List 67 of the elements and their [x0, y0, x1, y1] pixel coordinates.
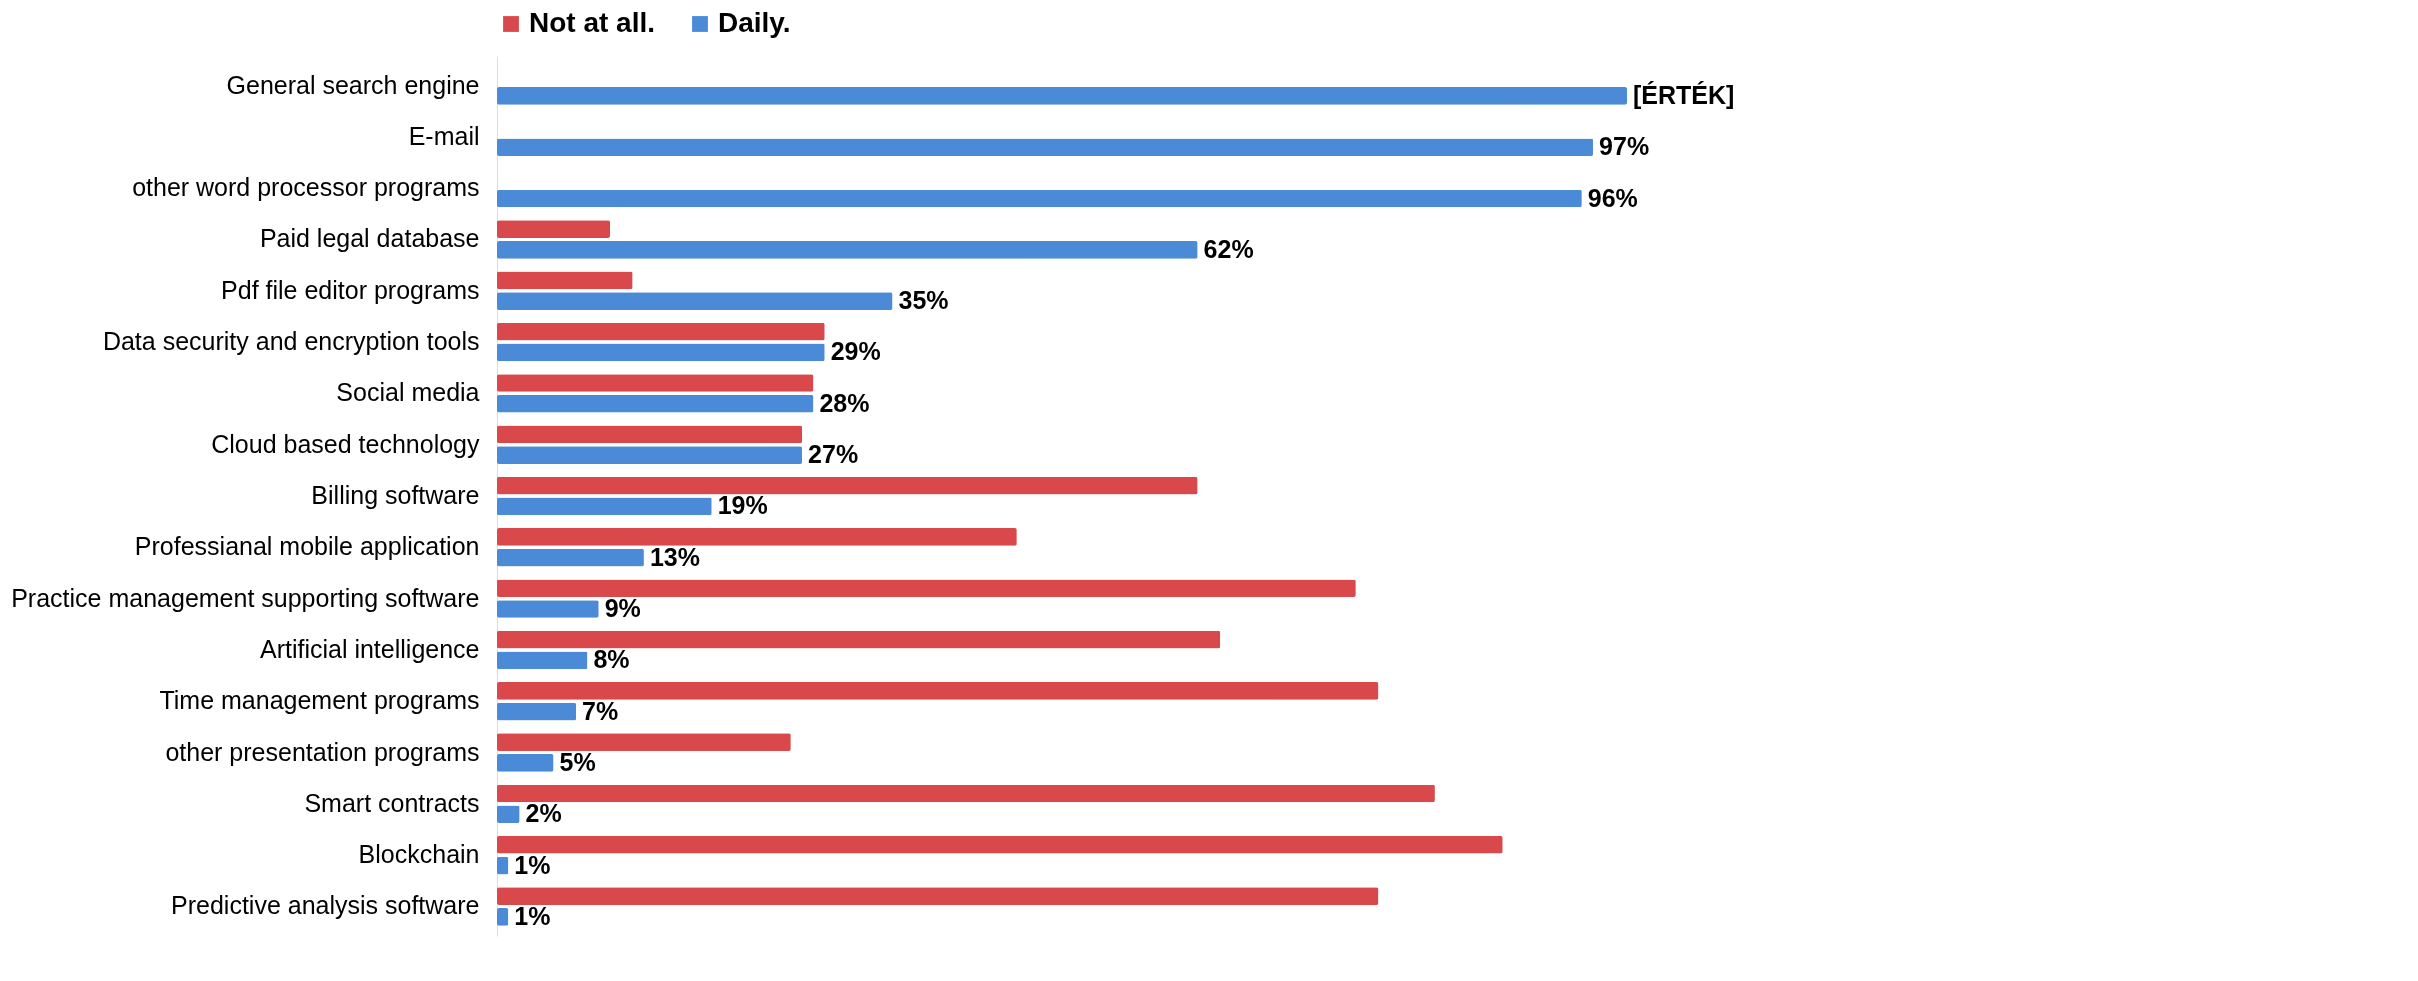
bar [497, 733, 791, 751]
bar [497, 651, 588, 670]
bar [497, 87, 1627, 105]
bar [497, 908, 509, 926]
y-tick-label: Artificial intelligence [259, 634, 480, 663]
data-label: 35% [898, 286, 949, 315]
bar [497, 528, 1017, 546]
bar [497, 241, 1198, 259]
y-tick-label: Time management programs [159, 686, 480, 715]
bar [497, 497, 712, 516]
bar [497, 548, 644, 567]
data-label: 8% [593, 645, 630, 674]
bar [497, 600, 599, 618]
data-label: 96% [1587, 183, 1638, 212]
data-label: 1% [514, 850, 551, 879]
y-tick-label: Billing software [311, 481, 480, 509]
bar [497, 425, 803, 444]
data-label: 27% [808, 440, 859, 469]
data-label: 19% [717, 491, 768, 520]
bar [497, 446, 803, 464]
bar [497, 271, 633, 290]
y-tick-label: Professianal mobile application [134, 532, 480, 561]
y-tick-label: other presentation programs [165, 737, 480, 766]
data-label: 5% [559, 747, 596, 776]
bar [497, 579, 1356, 598]
y-tick-label: Predictive analysis software [171, 891, 480, 920]
bar [497, 476, 1198, 495]
data-label: 13% [649, 542, 700, 571]
legend-label: Daily. [718, 7, 791, 38]
y-tick-label: Paid legal database [259, 224, 480, 253]
y-tick-label: other word processor programs [132, 173, 480, 202]
bar [497, 805, 520, 824]
bar [497, 343, 825, 362]
data-label: 29% [830, 337, 881, 366]
data-label: 7% [582, 696, 619, 725]
bar [497, 754, 554, 772]
legend-label: Not at all. [529, 7, 656, 38]
y-tick-label: E-mail [408, 121, 480, 150]
data-label: 97% [1599, 132, 1650, 161]
bar [497, 322, 825, 341]
data-label: 28% [819, 388, 870, 417]
y-tick-label: Cloud based technology [211, 429, 480, 458]
bar [497, 220, 610, 238]
bar [497, 784, 1435, 803]
bar [497, 138, 1594, 157]
bar [497, 702, 577, 721]
bar [497, 374, 814, 392]
data-label: 1% [514, 901, 551, 930]
bar [497, 682, 1379, 700]
y-tick-label: Smart contracts [304, 788, 480, 817]
bar [497, 887, 1379, 905]
bar [497, 189, 1582, 208]
bar [497, 856, 509, 875]
y-tick-label: Social media [336, 378, 480, 407]
y-tick-label: Pdf file editor programs [221, 275, 480, 304]
bar [497, 835, 1503, 854]
data-label: [ÉRTÉK] [1633, 80, 1735, 109]
bar [497, 630, 1221, 649]
data-label: 62% [1203, 234, 1254, 263]
y-tick-label: Data security and encryption tools [102, 327, 480, 356]
y-tick-label: General search engine [226, 70, 480, 99]
bar [497, 292, 893, 310]
data-label: 9% [604, 594, 641, 623]
bar [497, 394, 814, 413]
y-tick-label: Blockchain [358, 840, 480, 869]
y-tick-label: Practice management supporting software [11, 583, 480, 612]
data-label: 2% [525, 799, 562, 828]
